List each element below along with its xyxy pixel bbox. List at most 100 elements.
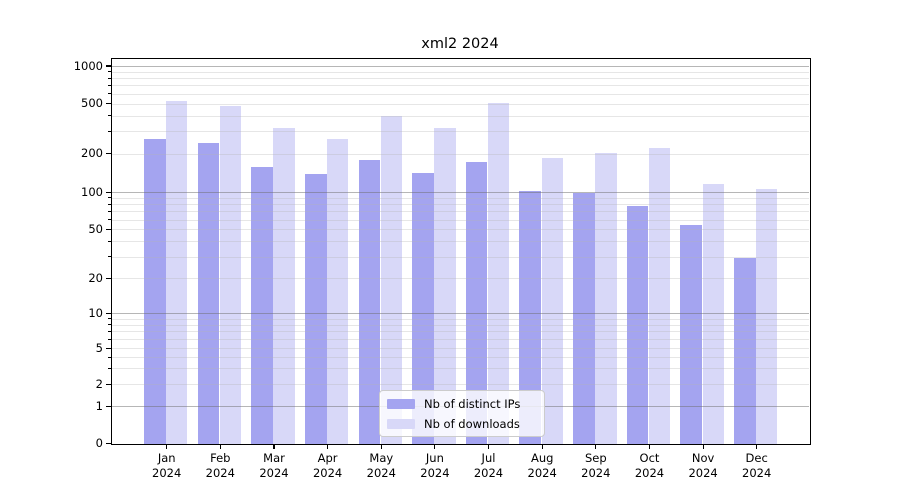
bar-downloads-aug xyxy=(541,158,563,444)
x-tick-jul xyxy=(487,444,490,450)
y-minor-tick xyxy=(108,228,111,230)
y-minor-tick xyxy=(108,115,111,117)
bar-downloads-mar xyxy=(273,127,295,444)
y-minor-tick xyxy=(108,318,111,320)
y-tick-label: 10 xyxy=(88,305,103,320)
x-tick-sep xyxy=(595,444,597,450)
legend-swatch-distinct-ips xyxy=(387,398,415,409)
bar-downloads-feb xyxy=(219,106,242,444)
y-tick xyxy=(106,442,111,445)
gridline-minor xyxy=(112,211,809,213)
bar-distinct-ips-jul xyxy=(465,162,488,444)
gridline-minor xyxy=(112,331,809,333)
x-tick-oct xyxy=(648,444,651,450)
y-tick-label: 0 xyxy=(95,436,103,450)
y-tick-label: 50 xyxy=(88,221,103,236)
gridline-minor xyxy=(112,324,809,326)
x-tick-jun xyxy=(434,444,436,450)
y-tick-label: 20 xyxy=(88,270,103,285)
y-minor-tick xyxy=(108,203,111,205)
bar-distinct-ips-nov xyxy=(680,225,703,444)
bar-downloads-jul xyxy=(487,102,510,444)
y-minor-tick xyxy=(108,130,111,132)
gridline-minor xyxy=(112,78,809,80)
x-tick-dec xyxy=(756,444,758,450)
y-tick-label: 100 xyxy=(81,184,103,199)
gridline-minor xyxy=(112,115,809,117)
y-minor-tick xyxy=(108,219,111,221)
y-tick-label: 200 xyxy=(81,146,103,161)
gridline-minor xyxy=(112,278,809,280)
legend: Nb of distinct IPs Nb of downloads xyxy=(379,390,545,437)
x-tick-label-nov: Nov 2024 xyxy=(688,451,718,480)
gridline-minor xyxy=(112,368,809,370)
gridline-minor xyxy=(112,229,809,231)
gridline-minor xyxy=(112,241,809,243)
y-minor-tick xyxy=(108,256,111,258)
y-minor-tick xyxy=(108,71,111,73)
gridline-major xyxy=(112,312,809,314)
x-tick-label-dec: Dec 2024 xyxy=(742,451,772,480)
bar-downloads-jan xyxy=(166,101,188,444)
gridline-minor xyxy=(112,348,809,350)
x-tick-label-jun: Jun 2024 xyxy=(420,451,450,480)
bar-downloads-sep xyxy=(595,153,617,444)
bar-distinct-ips-oct xyxy=(626,205,649,444)
gridline-minor xyxy=(112,384,809,386)
bar-distinct-ips-dec xyxy=(733,258,756,444)
gridline-minor xyxy=(112,85,809,87)
y-minor-tick xyxy=(108,93,111,95)
gridline-minor xyxy=(112,204,809,206)
bar-distinct-ips-apr xyxy=(304,173,327,444)
y-minor-tick xyxy=(108,330,111,332)
x-tick-may xyxy=(380,444,382,450)
x-tick-label-jan: Jan 2024 xyxy=(152,451,182,480)
y-tick xyxy=(106,405,111,408)
bar-downloads-dec xyxy=(756,189,778,444)
y-minor-tick xyxy=(108,77,111,79)
bar-downloads-apr xyxy=(327,138,349,444)
bar-distinct-ips-sep xyxy=(573,193,595,444)
x-tick-label-apr: Apr 2024 xyxy=(312,451,343,480)
y-minor-tick xyxy=(108,338,111,340)
x-tick-label-oct: Oct 2024 xyxy=(634,451,665,480)
y-tick xyxy=(106,191,111,193)
gridline-major xyxy=(112,191,809,193)
gridline-minor xyxy=(112,339,809,341)
legend-label-downloads: Nb of downloads xyxy=(424,416,520,431)
y-minor-tick xyxy=(108,277,111,279)
x-tick-label-feb: Feb 2024 xyxy=(205,451,235,480)
y-tick-label: 5 xyxy=(95,340,103,355)
bar-distinct-ips-feb xyxy=(197,143,220,444)
bar-downloads-jun xyxy=(434,128,456,444)
x-tick-jan xyxy=(166,444,168,450)
bar-distinct-ips-jun xyxy=(412,172,434,444)
y-tick xyxy=(106,65,111,67)
y-minor-tick xyxy=(108,367,111,369)
gridline-minor xyxy=(112,103,809,105)
gridline-minor xyxy=(112,131,809,133)
y-tick xyxy=(106,312,111,314)
y-minor-tick xyxy=(108,210,111,212)
gridline-minor xyxy=(112,93,809,95)
x-tick-nov xyxy=(702,444,704,450)
bar-distinct-ips-jan xyxy=(143,139,166,444)
x-tick-feb xyxy=(219,444,221,450)
gridline-major xyxy=(112,65,809,67)
y-minor-tick xyxy=(108,383,111,385)
y-minor-tick xyxy=(108,324,111,326)
legend-row-downloads: Nb of downloads xyxy=(387,415,537,432)
gridline-minor xyxy=(112,197,809,199)
y-minor-tick xyxy=(108,197,111,199)
y-tick-label: 500 xyxy=(81,96,103,110)
gridline-minor xyxy=(112,219,809,221)
bar-downloads-may xyxy=(380,116,403,444)
x-tick-label-sep: Sep 2024 xyxy=(581,451,611,480)
x-tick-label-aug: Aug 2024 xyxy=(527,451,557,480)
y-minor-tick xyxy=(108,240,111,242)
legend-label-distinct-ips: Nb of distinct IPs xyxy=(424,396,521,411)
